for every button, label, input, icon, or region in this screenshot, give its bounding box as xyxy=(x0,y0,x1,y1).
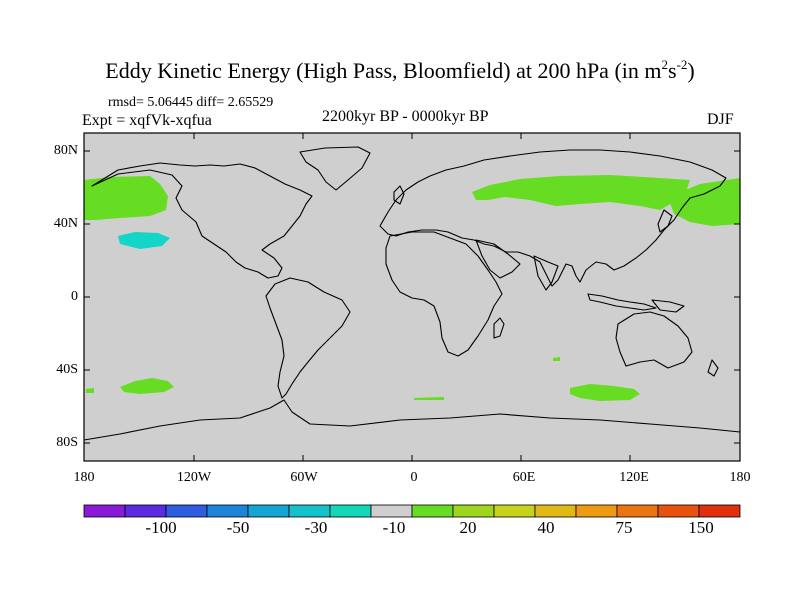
colorbar-box xyxy=(124,504,167,518)
lat-label-80s: 80S xyxy=(56,435,78,450)
coast-eurasia xyxy=(379,149,727,287)
anomaly-patches xyxy=(84,175,740,401)
patch-south-pacific-small xyxy=(86,388,94,393)
lat-label-40n: 40N xyxy=(53,216,78,231)
lon-label-120e: 120E xyxy=(619,470,649,485)
coast-uk xyxy=(393,185,405,205)
lon-label-180e: 180 xyxy=(729,470,751,485)
period-label: 2200kyr BP - 0000kyr BP xyxy=(322,108,489,125)
colorbar-box xyxy=(165,504,208,518)
colorbar-box xyxy=(411,504,454,518)
coastlines xyxy=(83,146,741,441)
coast-new-guinea xyxy=(651,299,685,313)
colorbar-box xyxy=(575,504,618,518)
colorbar-label: 150 xyxy=(688,518,714,537)
lon-label-60e: 60E xyxy=(512,470,536,485)
chart-title: Eddy Kinetic Energy (High Pass, Bloomfie… xyxy=(105,57,695,83)
lon-label-0: 0 xyxy=(410,470,418,485)
coast-australia xyxy=(615,311,693,369)
coast-japan xyxy=(657,209,673,233)
rmsd-diff-stats: rmsd= 5.06445 diff= 2.65529 xyxy=(108,95,274,110)
coast-greenland xyxy=(299,146,371,191)
colorbar-label: -10 xyxy=(382,518,406,537)
patch-south-pacific xyxy=(120,378,174,394)
colorbar-box xyxy=(83,504,126,518)
patch-southern-indian xyxy=(570,384,640,401)
lon-label-120w: 120W xyxy=(176,470,212,485)
colorbar-box xyxy=(452,504,495,518)
colorbar-box xyxy=(206,504,249,518)
patch-south-atlantic-small xyxy=(414,397,444,400)
lon-label-60w: 60W xyxy=(290,470,318,485)
lon-label-180w: 180 xyxy=(73,470,95,485)
patch-pacific-cyan xyxy=(118,232,170,249)
coast-india xyxy=(533,255,559,291)
map-ticks xyxy=(84,133,740,461)
colorbar-box xyxy=(616,504,659,518)
colorbar-label: -100 xyxy=(145,518,177,537)
coast-south-america xyxy=(265,277,351,399)
colorbar-label: 40 xyxy=(537,518,555,537)
patch-north-pacific-east xyxy=(84,176,168,220)
coast-north-america xyxy=(91,162,313,279)
colorbar-box xyxy=(370,504,413,518)
coast-antarctica xyxy=(83,399,741,441)
colorbar-box xyxy=(698,504,741,518)
coast-arabia xyxy=(475,239,521,279)
colorbar-label: 20 xyxy=(459,518,477,537)
colorbar-box xyxy=(247,504,290,518)
colorbar-box xyxy=(657,504,700,518)
colorbar-box xyxy=(329,504,372,518)
patch-eurasia-band xyxy=(472,175,690,210)
season-label: DJF xyxy=(707,111,734,128)
colorbar-label: 75 xyxy=(615,518,633,537)
colorbar-box xyxy=(288,504,331,518)
coast-africa xyxy=(385,231,503,357)
colorbar-label: -30 xyxy=(304,518,328,537)
coast-madagascar xyxy=(493,317,505,339)
patch-indian-speck xyxy=(553,357,560,361)
coast-new-zealand xyxy=(707,359,719,377)
colorbar-box xyxy=(493,504,536,518)
coast-indonesia xyxy=(587,293,657,311)
colorbar-label: -50 xyxy=(226,518,250,537)
lat-label-40s: 40S xyxy=(56,362,78,377)
experiment-label: Expt = xqfVk-xqfua xyxy=(82,112,212,129)
lat-label-0: 0 xyxy=(71,289,78,304)
colorbar-box xyxy=(534,504,577,518)
colorbar xyxy=(83,504,741,518)
lat-label-80n: 80N xyxy=(53,143,78,158)
